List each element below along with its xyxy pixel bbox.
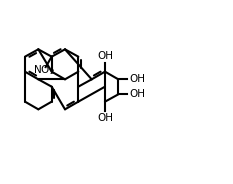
- Text: OH: OH: [97, 113, 113, 123]
- Text: OH: OH: [97, 51, 113, 61]
- Text: OH: OH: [129, 89, 145, 99]
- Text: OH: OH: [129, 74, 145, 84]
- Text: NO$_2$: NO$_2$: [33, 64, 55, 77]
